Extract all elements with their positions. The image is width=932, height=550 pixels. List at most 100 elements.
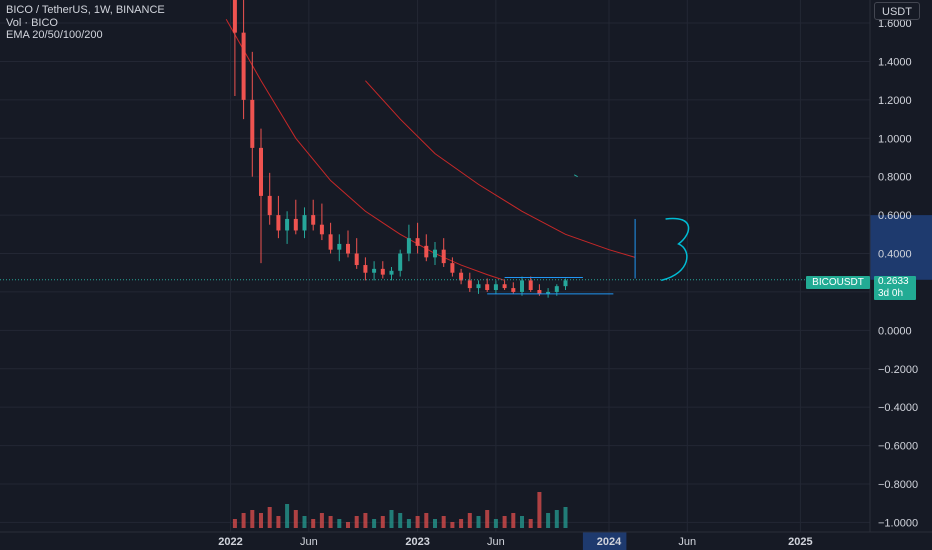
candle-body <box>511 288 516 292</box>
volume-bar <box>354 516 359 528</box>
candle-body <box>424 245 429 258</box>
candle-body <box>398 253 403 271</box>
candle-body <box>319 224 324 235</box>
volume-bar <box>398 513 403 528</box>
volume-bar <box>319 513 324 528</box>
volume-bar <box>459 519 464 528</box>
legend-ema[interactable]: EMA 20/50/100/200 <box>6 29 103 41</box>
x-axis-area <box>0 532 932 550</box>
chart-legend: BICO / TetherUS, 1W, BINANCE Vol · BICO … <box>6 4 165 42</box>
volume-bar <box>502 516 507 528</box>
candle-body <box>267 195 272 216</box>
candle-body <box>232 0 237 33</box>
x-tick-label: 2023 <box>405 536 429 548</box>
volume-bar <box>467 513 472 528</box>
candle-body <box>354 253 359 266</box>
volume-bar <box>241 513 246 528</box>
currency-button[interactable]: USDT <box>874 2 920 20</box>
candle-body <box>554 286 559 292</box>
y-tick-label: 0.4000 <box>878 249 912 261</box>
last-price-badge: 0.2633 3d 0h <box>874 276 916 300</box>
x-tick-label: 2022 <box>218 536 242 548</box>
candle-body <box>380 268 385 275</box>
candle-body <box>311 215 316 225</box>
candle-body <box>328 234 333 250</box>
y-tick-label: 0.8000 <box>878 172 912 184</box>
volume-bar <box>406 519 411 528</box>
y-tick-label: −0.2000 <box>878 364 918 376</box>
volume-bar <box>485 510 490 528</box>
bar-countdown: 3d 0h <box>878 288 904 299</box>
candle-body <box>363 265 368 273</box>
y-tick-label: −0.6000 <box>878 441 918 453</box>
y-tick-label: 1.4000 <box>878 56 912 68</box>
volume-bar <box>554 510 559 528</box>
volume-bar <box>493 519 498 528</box>
volume-bar <box>337 519 342 528</box>
y-axis-highlight <box>870 215 932 280</box>
volume-bar <box>476 516 481 528</box>
legend-volume[interactable]: Vol · BICO <box>6 16 58 29</box>
candle-body <box>415 238 420 246</box>
candle-body <box>493 284 498 291</box>
x-tick-label: 2025 <box>788 536 812 548</box>
volume-bar <box>346 522 350 528</box>
ema-line <box>225 18 505 281</box>
volume-bar <box>311 519 316 528</box>
candle-body <box>337 243 342 250</box>
volume-bar <box>276 516 281 528</box>
small-mark <box>573 174 578 178</box>
candle-body <box>433 249 437 258</box>
candle-body <box>293 218 298 231</box>
candle-body <box>537 290 542 294</box>
x-axis-highlight <box>582 532 627 550</box>
candle-body <box>528 280 533 291</box>
candle-body <box>259 147 263 196</box>
volume-bar <box>363 513 368 528</box>
volume-bar <box>302 516 307 528</box>
y-tick-label: 0.6000 <box>878 210 912 222</box>
x-tick-label: 2024 <box>597 536 622 548</box>
symbol-price-label: BICOUSDT <box>806 276 870 289</box>
candle-body <box>520 280 524 292</box>
candle-body <box>285 218 290 231</box>
volume-bar <box>433 519 437 528</box>
volume-bar <box>259 513 263 528</box>
y-tick-label: −0.8000 <box>878 479 918 491</box>
x-tick-label: Jun <box>300 536 318 548</box>
candle-body <box>502 284 507 289</box>
candle-body <box>476 284 481 289</box>
y-tick-label: 1.6000 <box>878 18 912 30</box>
volume-bar <box>528 519 533 528</box>
volume-bar <box>511 513 516 528</box>
candle-body <box>485 284 490 291</box>
candle-body <box>450 263 455 273</box>
last-price-value: 0.2633 <box>878 276 909 287</box>
candle-body <box>389 270 394 275</box>
candle-body <box>467 280 472 289</box>
x-tick-label: Jun <box>487 536 505 548</box>
volume-bar <box>563 507 568 528</box>
volume-bar <box>232 519 237 528</box>
candle-body <box>346 243 350 254</box>
candle-body <box>241 32 246 100</box>
y-tick-label: 1.0000 <box>878 133 912 145</box>
y-tick-label: 1.2000 <box>878 95 912 107</box>
candle-body <box>546 291 551 294</box>
legend-symbol[interactable]: BICO / TetherUS, 1W, BINANCE <box>6 4 165 16</box>
candle-body <box>372 268 377 273</box>
volume-bar <box>380 516 385 528</box>
ema-200-line <box>365 80 636 258</box>
volume-bar <box>441 516 446 528</box>
y-tick-label: 0.0000 <box>878 325 912 337</box>
volume-bar <box>546 513 551 528</box>
volume-bar <box>328 516 333 528</box>
volume-bar <box>293 510 298 528</box>
candle-body <box>406 238 411 254</box>
volume-bar <box>537 492 542 528</box>
volume-bar <box>267 507 272 528</box>
volume-bar <box>389 510 394 528</box>
volume-bar <box>250 510 255 528</box>
